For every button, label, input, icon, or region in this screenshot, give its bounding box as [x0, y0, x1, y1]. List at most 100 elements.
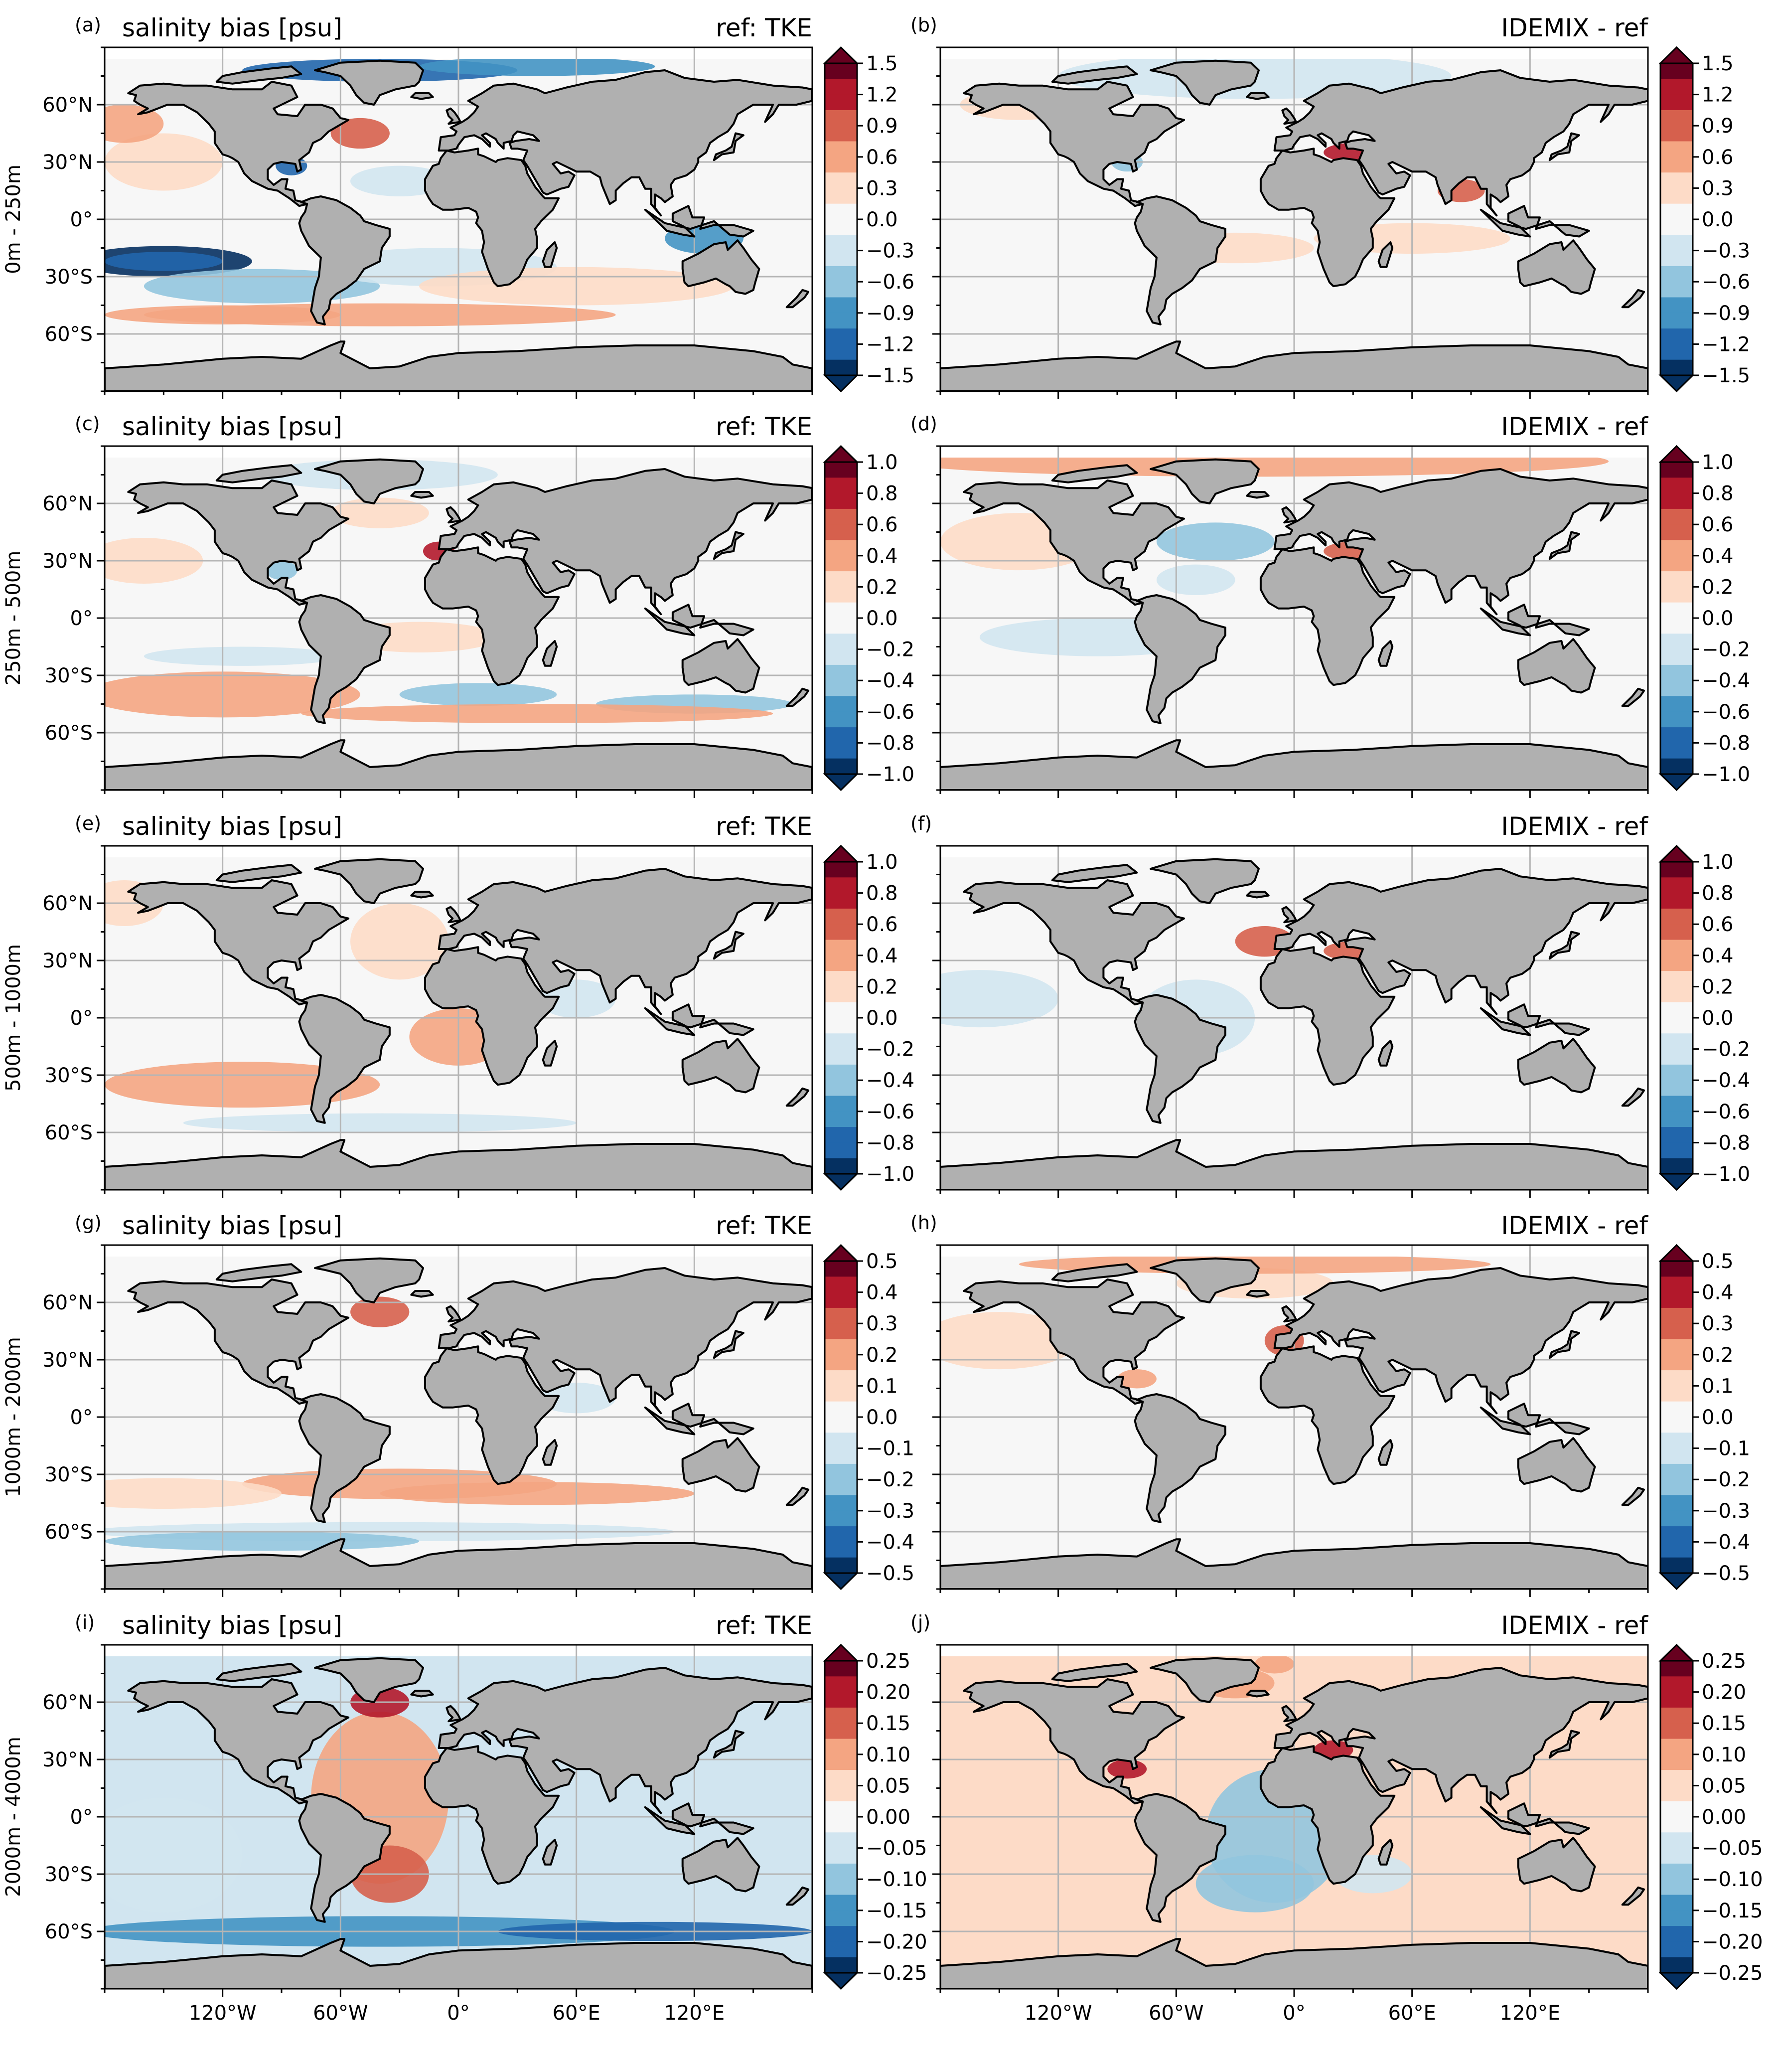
colorbar-segment — [1660, 1495, 1693, 1511]
panel-title: salinity bias [psu] — [122, 412, 342, 441]
landmass-north-america — [963, 1678, 1185, 1805]
colorbar-tick-label: −0.2 — [1702, 638, 1750, 661]
colorbar-tick-label: 0.25 — [1702, 1650, 1746, 1673]
colorbar-tick-label: 0.5 — [866, 1250, 898, 1273]
colorbar-segment — [825, 602, 857, 619]
anomaly-region — [105, 1478, 282, 1509]
colorbar-tick-label: −1.0 — [1702, 1163, 1750, 1186]
landmass-eurasia — [1273, 1267, 1648, 1415]
colorbar-tick-label: 0.05 — [866, 1774, 910, 1797]
landmass-iceland — [410, 92, 434, 100]
colorbar-segment — [1660, 924, 1693, 941]
colorbar-segment — [1660, 63, 1693, 80]
y-tick-label: 60°N — [42, 492, 93, 515]
colorbar-segment — [825, 1018, 857, 1034]
colorbar-tick-label: 0.3 — [1702, 177, 1734, 200]
landmass-north-america — [127, 1678, 350, 1805]
colorbar-tick-label: 0.2 — [1702, 576, 1734, 599]
colorbar-segment — [1660, 1111, 1693, 1128]
landmass-iceland — [410, 1290, 434, 1298]
anomaly-region — [105, 1532, 420, 1551]
landmass-madagascar — [1377, 1439, 1394, 1466]
colorbar-segment — [1660, 1354, 1693, 1371]
colorbar-segment — [825, 1417, 857, 1434]
colorbar-tick-label: −0.1 — [866, 1437, 914, 1460]
landmass-greenland — [1150, 458, 1260, 504]
colorbar-segment — [1660, 758, 1693, 775]
colorbar-segment — [1660, 1817, 1693, 1833]
colorbar-segment — [825, 862, 857, 878]
landmass-new-zealand — [785, 289, 810, 309]
colorbar-tick-label: 0.3 — [866, 177, 898, 200]
panel-letter: (g) — [75, 1212, 102, 1234]
colorbar-segment — [1660, 908, 1693, 925]
landmass-canadian-archipelago — [215, 864, 302, 883]
landmass-australia — [1517, 638, 1596, 694]
landmass-australia — [681, 638, 760, 694]
colorbar-tick-label: 0.10 — [1702, 1744, 1746, 1766]
colorbar-min-arrow — [823, 1173, 859, 1191]
colorbar-segment — [1660, 1049, 1693, 1065]
y-tick-label: 0° — [70, 1007, 93, 1030]
colorbar-max-arrow — [823, 46, 859, 64]
colorbar-tick-label: −0.8 — [1702, 1131, 1750, 1154]
landmass-uk — [445, 906, 461, 924]
panel-title: salinity bias [psu] — [122, 1211, 342, 1240]
landmass-antarctica — [940, 1538, 1648, 1589]
colorbar-min-arrow — [1658, 1572, 1695, 1591]
panel-right-title: ref: TKE — [716, 1211, 812, 1240]
colorbar-segment — [1660, 727, 1693, 744]
colorbar-tick-label: 0.0 — [1702, 208, 1734, 231]
colorbar-segment — [1660, 110, 1693, 127]
land — [105, 59, 812, 391]
colorbar-tick-label: 0.6 — [866, 513, 898, 536]
landmass-indonesia — [1480, 205, 1590, 238]
colorbar-segment — [1660, 680, 1693, 697]
colorbar-segment — [1660, 1692, 1693, 1708]
colorbar-segment — [825, 282, 857, 298]
colorbar-segment — [1660, 235, 1693, 251]
panel-letter: (f) — [910, 812, 932, 834]
landmass-antarctica — [940, 1139, 1648, 1190]
landmass-madagascar — [542, 1040, 558, 1067]
anomaly-region — [330, 497, 429, 528]
colorbar-segment — [1660, 971, 1693, 987]
landmass-south-america — [298, 1793, 391, 1923]
colorbar-segment — [1660, 1739, 1693, 1755]
landmass-indonesia — [644, 1403, 754, 1435]
colorbar-tick-label: 0.8 — [866, 482, 898, 505]
colorbar-segment — [825, 1848, 857, 1864]
colorbar-segment — [825, 1785, 857, 1802]
colorbar-segment — [1660, 1463, 1693, 1480]
landmass-north-america — [963, 81, 1185, 207]
colorbar-min-arrow — [1658, 374, 1695, 393]
colorbar-max-arrow — [823, 844, 859, 863]
landmass-africa — [1259, 946, 1396, 1086]
landmass-madagascar — [1377, 640, 1394, 667]
landmass-iceland — [1246, 491, 1270, 499]
colorbar-max-arrow — [1658, 445, 1695, 463]
landmass-uk — [445, 1705, 461, 1723]
land — [940, 59, 1648, 391]
colorbar-segment — [825, 1510, 857, 1527]
colorbar-tick-label: 0.2 — [1702, 975, 1734, 998]
colorbar-segment — [1660, 1707, 1693, 1724]
panel-title: salinity bias [psu] — [122, 13, 342, 42]
y-tick-label: 30°S — [45, 1863, 93, 1886]
landmass-greenland — [1150, 1257, 1260, 1303]
colorbar-segment — [1660, 1895, 1693, 1911]
colorbar-min-arrow — [823, 1972, 859, 1990]
y-tick-label: 60°N — [42, 1291, 93, 1314]
anomaly-region — [183, 1113, 577, 1132]
colorbar-tick-label: 1.2 — [1702, 84, 1734, 107]
landmass-iceland — [410, 1690, 434, 1698]
panel-title: salinity bias [psu] — [122, 1611, 342, 1640]
landmass-eurasia — [1273, 468, 1648, 616]
colorbar-tick-label: 0.9 — [866, 115, 898, 138]
panel-right-title: ref: TKE — [716, 412, 812, 441]
colorbar-tick-label: 0.8 — [1702, 482, 1734, 505]
colorbar: 1.5 1.2 0.9 0.6 0.3 0.0 −0.3 −0.6 −0.9 −1.2 −1.5 — [823, 46, 914, 393]
anomaly-region — [350, 1296, 410, 1327]
anomaly-region — [1195, 1855, 1314, 1913]
colorbar-segment — [825, 110, 857, 127]
